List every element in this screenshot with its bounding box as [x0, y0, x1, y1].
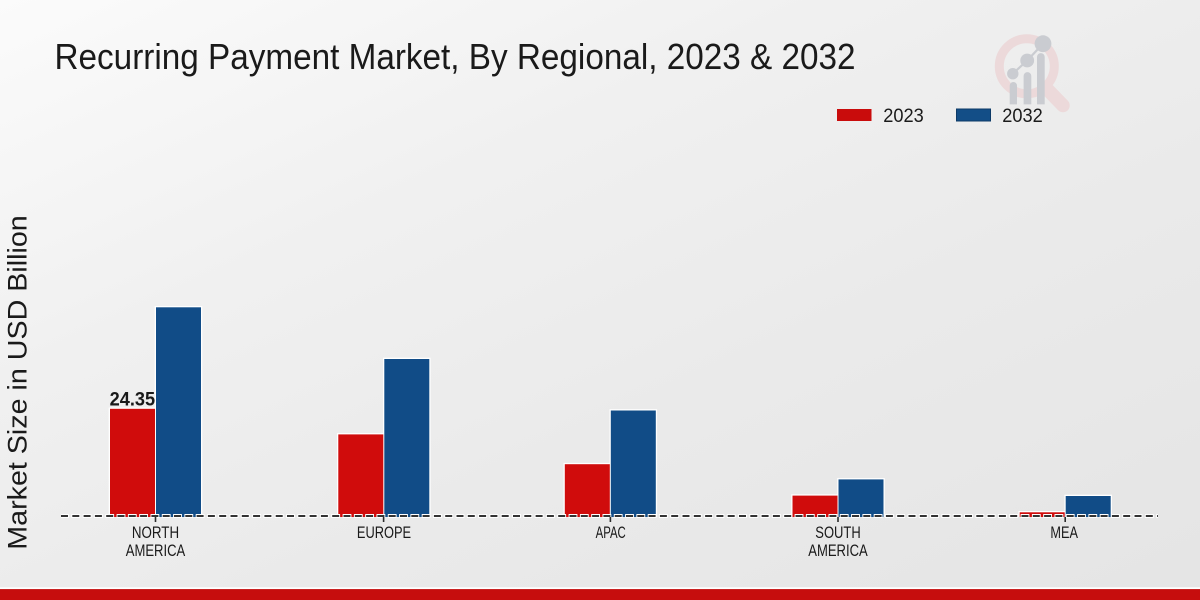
svg-text:2023: 2023 — [883, 106, 924, 127]
svg-text:Recurring Payment Market, By R: Recurring Payment Market, By Regional, 2… — [55, 36, 856, 77]
svg-text:APAC: APAC — [596, 524, 626, 542]
svg-text:AMERICA: AMERICA — [126, 542, 186, 560]
svg-text:NORTH: NORTH — [132, 524, 179, 542]
svg-text:SOUTH: SOUTH — [815, 524, 860, 542]
svg-text:2032: 2032 — [1002, 106, 1043, 127]
svg-text:Market Size in USD Billion: Market Size in USD Billion — [3, 215, 33, 550]
svg-text:AMERICA: AMERICA — [808, 542, 868, 560]
svg-text:MEA: MEA — [1050, 524, 1078, 542]
svg-text:EUROPE: EUROPE — [357, 524, 411, 542]
svg-text:24.35: 24.35 — [110, 389, 156, 410]
